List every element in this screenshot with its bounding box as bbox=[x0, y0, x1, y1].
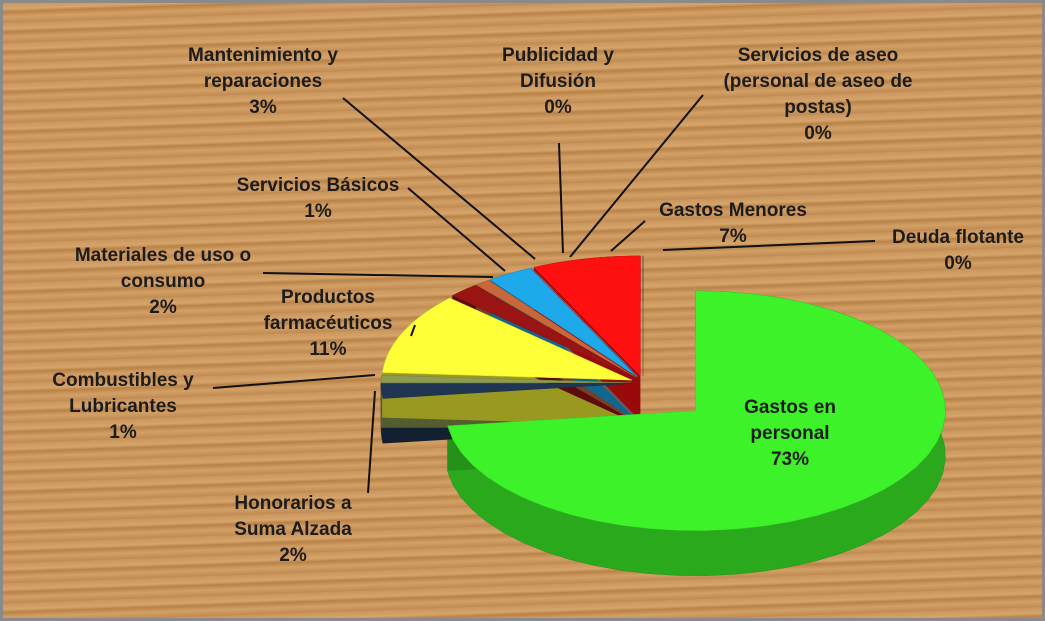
slice-label: Servicios de aseo (personal de aseo de p… bbox=[723, 45, 913, 118]
slice-label: Gastos en personal bbox=[744, 397, 836, 444]
slice bbox=[489, 267, 638, 378]
slice bbox=[531, 267, 639, 377]
slice-label: Mantenimiento y reparaciones bbox=[188, 45, 338, 92]
value-label: 0% bbox=[804, 123, 832, 144]
slice-label: Honorarios a Suma Alzada bbox=[234, 493, 352, 540]
leader-line bbox=[407, 187, 506, 272]
leader-line bbox=[212, 374, 376, 389]
slice-label: Servicios Básicos bbox=[236, 175, 400, 196]
slice bbox=[475, 279, 636, 378]
slice bbox=[451, 285, 635, 378]
value-label: 0% bbox=[544, 97, 572, 118]
slice bbox=[380, 374, 632, 384]
value-label: 0% bbox=[944, 253, 972, 274]
leader-line bbox=[410, 324, 416, 337]
value-label: 1% bbox=[304, 201, 332, 222]
pie-area bbox=[212, 94, 946, 576]
slice-label: Gastos Menores bbox=[659, 200, 807, 221]
slice-label: Productos farmacéuticos bbox=[263, 287, 393, 334]
leader-line bbox=[367, 390, 376, 494]
leader-line bbox=[558, 142, 564, 254]
slice-label: Combustibles y Lubricantes bbox=[52, 370, 194, 417]
value-label: 2% bbox=[279, 545, 307, 566]
value-label: 2% bbox=[149, 297, 177, 318]
leader-line bbox=[610, 220, 646, 252]
value-label: 11% bbox=[309, 339, 347, 360]
value-label: 7% bbox=[719, 226, 747, 247]
value-label: 3% bbox=[249, 97, 277, 118]
slice-label: Publicidad y Difusión bbox=[502, 45, 614, 92]
slice bbox=[533, 255, 641, 377]
leader-line bbox=[262, 272, 494, 278]
value-label: 73% bbox=[770, 449, 810, 470]
leader-line bbox=[662, 240, 876, 251]
slice bbox=[382, 297, 633, 381]
slice bbox=[380, 383, 632, 399]
slice-label: Materiales de uso o consumo bbox=[74, 245, 252, 292]
leader-line bbox=[569, 94, 704, 258]
value-label: 1% bbox=[109, 422, 137, 443]
slice-label: Deuda flotante bbox=[892, 227, 1024, 248]
leader-line bbox=[342, 97, 536, 260]
slice bbox=[447, 290, 946, 531]
